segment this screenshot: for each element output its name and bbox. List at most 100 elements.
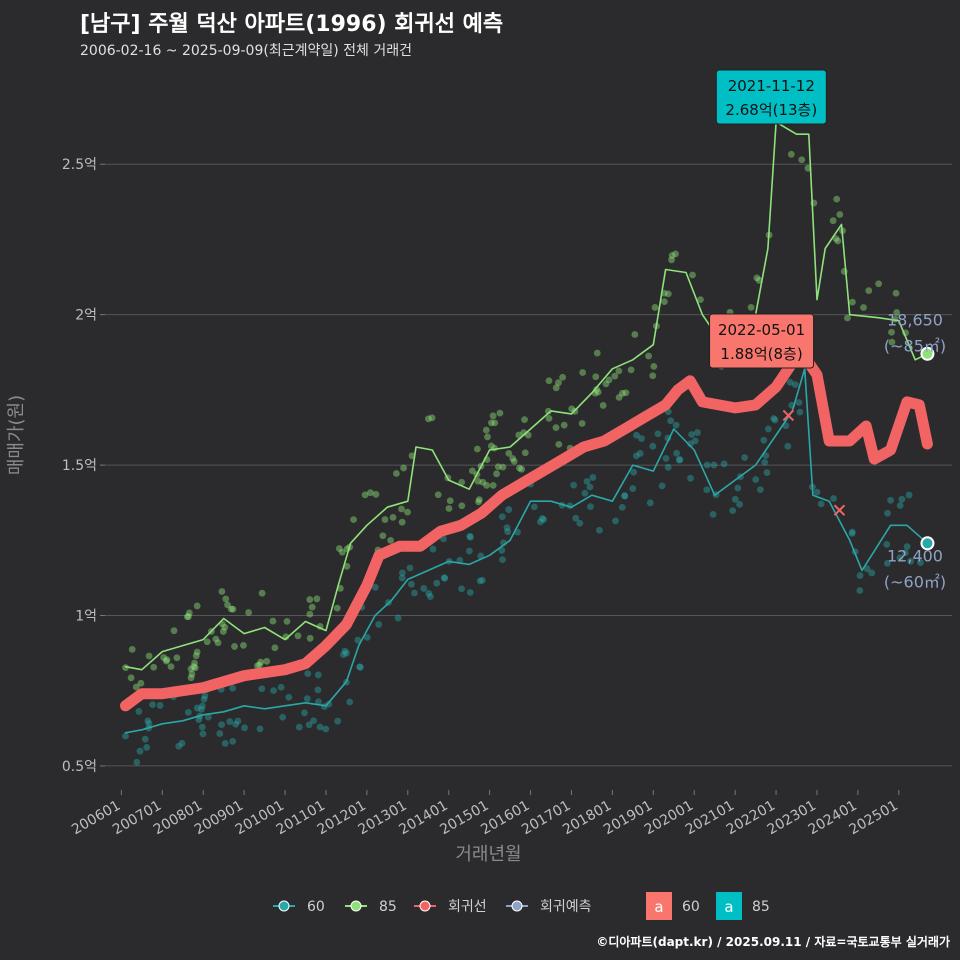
scatter-point — [596, 526, 603, 534]
scatter-point — [234, 717, 242, 725]
scatter-point — [589, 474, 597, 481]
scatter-point — [865, 287, 873, 295]
scatter-point — [760, 436, 768, 444]
end-label-value: 18,650 — [887, 310, 943, 329]
scatter-point — [544, 407, 552, 415]
scatter-point — [795, 399, 803, 406]
scatter-point — [149, 701, 156, 709]
scatter-point — [137, 679, 145, 687]
scatter-point — [178, 739, 186, 747]
scatter-point — [218, 588, 226, 595]
scatter-point — [467, 533, 474, 541]
scatter-point — [694, 429, 701, 436]
scatter-point — [301, 709, 308, 717]
scatter-point — [371, 583, 379, 591]
scatter-point — [229, 684, 237, 692]
scatter-point — [489, 412, 497, 420]
scatter-point — [483, 481, 491, 489]
scatter-point — [579, 369, 587, 376]
scatter-point — [901, 549, 909, 557]
chart-title: [남구] 주월 덕산 아파트(1996) 회귀선 예측 — [80, 12, 504, 37]
scatter-point — [521, 449, 529, 457]
scatter-point — [363, 633, 371, 641]
scatter-point — [271, 644, 279, 652]
y-tick-label: 2.5억 — [62, 157, 97, 173]
scatter-point — [493, 470, 500, 478]
scatter-point — [651, 304, 659, 311]
scatter-point — [308, 603, 316, 611]
end-point-marker — [920, 536, 935, 551]
scatter-point — [587, 503, 594, 511]
scatter-point — [658, 482, 666, 490]
scatter-point — [145, 652, 153, 660]
scatter-point — [896, 502, 904, 509]
scatter-point — [848, 529, 856, 537]
scatter-point — [193, 648, 201, 656]
scatter-point — [199, 730, 207, 738]
scatter-point — [198, 723, 206, 731]
scatter-point — [445, 505, 453, 512]
scatter-point — [602, 380, 610, 388]
scatter-point — [896, 554, 904, 562]
scatter-point — [226, 718, 234, 725]
scatter-point — [229, 737, 237, 745]
scatter-point — [555, 440, 563, 448]
scatter-point — [817, 500, 825, 508]
scatter-point — [494, 463, 502, 471]
scatter-point — [195, 716, 203, 723]
scatter-point — [404, 508, 411, 516]
scatter-point — [408, 580, 415, 588]
scatter-point — [697, 296, 704, 303]
scatter-point — [848, 298, 856, 306]
scatter-point — [193, 704, 201, 712]
scatter-point — [305, 721, 313, 729]
scatter-point — [145, 720, 153, 727]
scatter-point — [406, 564, 414, 572]
scatter-point — [143, 744, 151, 751]
scatter-point — [314, 686, 322, 694]
legend-label: 회귀예측 — [540, 899, 592, 915]
scatter-point — [605, 376, 613, 384]
scatter-point — [784, 442, 792, 450]
scatter-point — [763, 469, 771, 476]
scatter-point — [185, 613, 192, 620]
scatter-point — [689, 271, 696, 279]
scatter-point — [231, 643, 238, 650]
series-lines — [120, 121, 933, 734]
legend-key-dot — [511, 900, 523, 912]
scatter-point — [341, 647, 349, 655]
scatter-point — [258, 685, 266, 693]
scatter-point — [375, 621, 383, 628]
scatter-point — [848, 528, 856, 536]
scatter-point — [466, 589, 474, 596]
scatter-point — [646, 499, 654, 507]
y-tick-label: 2억 — [75, 308, 97, 324]
scatter-point — [315, 698, 322, 706]
scatter-point — [303, 695, 311, 703]
scatter-point — [668, 252, 676, 259]
scatter-point — [132, 683, 140, 691]
scatter-point — [456, 556, 464, 564]
scatter-point — [660, 298, 668, 306]
scatter-point — [720, 460, 728, 468]
scatter-point — [440, 574, 448, 581]
scatter-point — [232, 720, 240, 728]
scatter-point — [190, 663, 198, 671]
scatter-point — [294, 632, 302, 640]
scatter-point — [498, 513, 506, 521]
scatter-point — [474, 445, 481, 453]
scatter-point — [283, 617, 291, 625]
y-axis-label: 매매가(원) — [6, 395, 27, 475]
scatter-point — [489, 481, 497, 489]
scatter-point — [304, 670, 312, 678]
scatter-point — [650, 362, 658, 370]
scatter-point — [672, 250, 679, 258]
scatter-points — [122, 95, 924, 766]
scatter-point — [521, 416, 528, 424]
x-axis-label: 거래년월 — [455, 844, 521, 865]
scatter-point — [484, 433, 491, 441]
scatter-point — [764, 425, 772, 433]
scatter-point — [633, 431, 640, 439]
scatter-point — [884, 509, 891, 517]
scatter-point — [888, 338, 896, 346]
